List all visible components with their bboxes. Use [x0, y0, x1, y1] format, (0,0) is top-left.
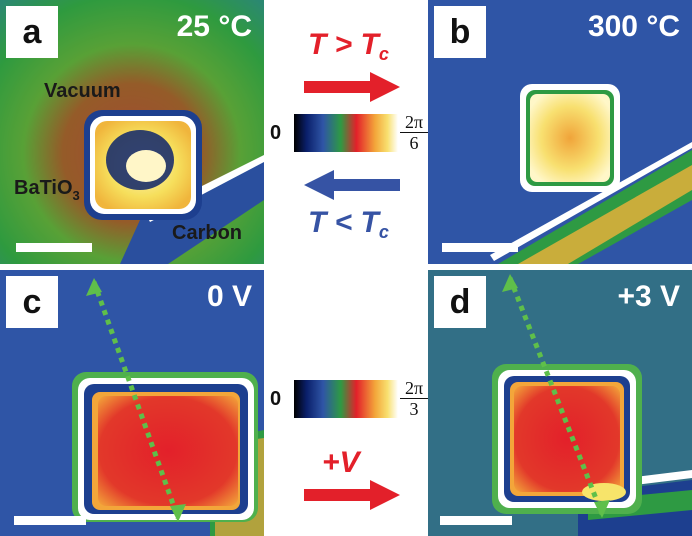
- panel-c-scale-bar: [14, 516, 86, 525]
- voltage-arrow-label: +V: [322, 446, 360, 479]
- cooling-arrow-text: T < T: [308, 206, 379, 239]
- cooling-arrow: [304, 170, 400, 200]
- panel-d-image: d +3 V: [428, 270, 692, 536]
- colorbar-1-min: 0: [270, 122, 282, 144]
- batio3-text: BaTiO: [14, 177, 73, 199]
- panel-c-label: c: [6, 276, 58, 328]
- middle-column: T > Tc 0 2π 6 T < Tc 0: [266, 0, 428, 536]
- voltage-arrow: [304, 480, 400, 510]
- panel-b-label: b: [434, 6, 486, 58]
- panel-b-condition: 300 °C: [587, 10, 680, 43]
- panel-a-label: a: [6, 6, 58, 58]
- heating-arrow: [304, 72, 400, 102]
- colorbar-1-max-numerator: 2π: [400, 112, 428, 133]
- cooling-arrow-label: T < Tc: [308, 206, 389, 242]
- colorbar-2-max-numerator: 2π: [400, 378, 428, 399]
- carbon-label: Carbon: [172, 222, 242, 244]
- heating-arrow-text: T > T: [308, 28, 379, 61]
- colorbar-1: [294, 114, 398, 152]
- colorbar-2-max-denominator: 3: [409, 399, 419, 419]
- vacuum-label: Vacuum: [44, 80, 121, 102]
- colorbar-2: [294, 380, 398, 418]
- batio3-label: BaTiO3: [14, 177, 80, 203]
- panel-b-scale-bar: [442, 243, 518, 252]
- panel-d-label: d: [434, 276, 486, 328]
- panel-b-image: b 300 °C: [428, 0, 692, 264]
- heating-arrow-label: T > Tc: [308, 28, 389, 64]
- colorbar-1-max: 2π 6: [400, 112, 428, 153]
- panel-c-condition: 0 V: [206, 280, 252, 313]
- panel-a-scale-bar: [16, 243, 92, 252]
- panel-a-condition: 25 °C: [176, 10, 252, 43]
- cooling-arrow-subscript: c: [378, 222, 389, 242]
- panel-c-image: c 0 V: [0, 270, 264, 536]
- panel-a-image: a 25 °C Vacuum BaTiO3 Carbon: [0, 0, 264, 264]
- panel-d-condition: +3 V: [617, 280, 680, 313]
- colorbar-2-min: 0: [270, 388, 282, 410]
- batio3-subscript: 3: [72, 188, 80, 203]
- colorbar-1-max-denominator: 6: [409, 133, 419, 153]
- heating-arrow-subscript: c: [378, 44, 389, 64]
- colorbar-2-max: 2π 3: [400, 378, 428, 419]
- panel-d-scale-bar: [440, 516, 512, 525]
